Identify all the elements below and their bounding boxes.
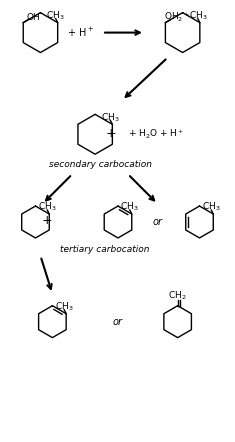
Text: CH$_3$: CH$_3$ [46,9,65,22]
Text: + H$^+$: + H$^+$ [67,26,94,39]
Text: or: or [153,217,163,227]
Text: or: or [113,316,123,327]
Text: CH$_3$: CH$_3$ [121,201,139,213]
Text: tertiary carbocation: tertiary carbocation [60,245,150,255]
Text: +: + [42,214,53,228]
Text: CH$_2$: CH$_2$ [168,290,187,302]
Text: +: + [106,127,116,140]
Text: + H$_2$O + H$^+$: + H$_2$O + H$^+$ [129,128,185,141]
Text: secondary carbocation: secondary carbocation [49,160,152,169]
Text: CH$_3$: CH$_3$ [55,301,74,313]
Text: CH$_3$: CH$_3$ [188,9,207,22]
Text: CH$_3$: CH$_3$ [202,201,221,213]
Text: OH$_2$$^+$: OH$_2$$^+$ [164,11,190,24]
Text: OH: OH [26,13,40,22]
Text: CH$_3$: CH$_3$ [101,111,120,124]
Text: CH$_3$: CH$_3$ [38,201,57,213]
